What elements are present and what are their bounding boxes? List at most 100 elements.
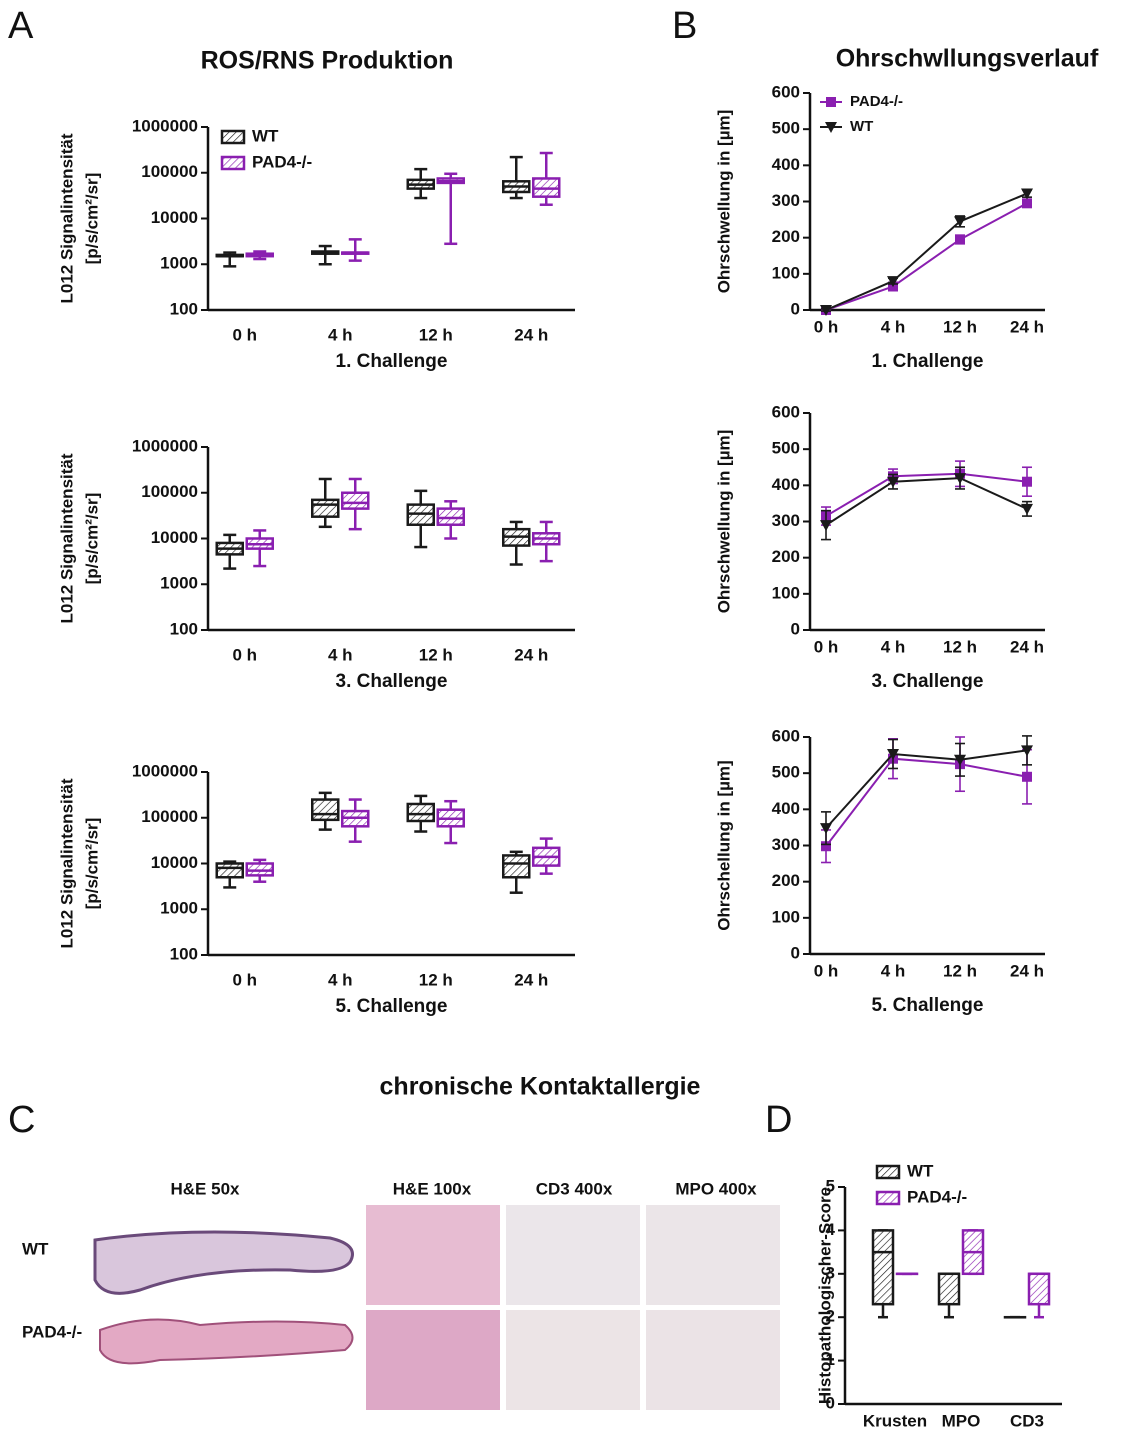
y-axis-label: Ohrschwellung in [µm] [714,110,733,294]
x-tick-label: CD3 [1010,1411,1044,1430]
page: A B C D chronische Kontaktallergie H&E 5… [0,0,1125,1432]
marker [1021,504,1033,515]
y-tick-label: 100000 [141,162,198,181]
marker [1022,772,1032,782]
y-axis-label: Histopathologischer-Score [815,1187,834,1404]
y-tick-label: 100 [170,299,198,318]
x-axis-label: 5. Challenge [336,996,448,1017]
y-tick-label: 0 [791,299,800,318]
y-tick-label: 10000 [151,853,198,872]
y-tick-label: 10000 [151,208,198,227]
x-tick-label: 12 h [943,961,977,980]
legend-label: WT [252,126,279,145]
marker [1022,198,1032,208]
series-line [826,478,1027,525]
x-tick-label: 0 h [232,645,257,664]
y-axis-label: Ohrschwellung in [µm] [714,430,733,614]
y-tick-label: 100 [772,583,800,602]
y-tick-label: 1000000 [132,116,198,135]
legend-label: PAD4-/- [907,1187,967,1206]
x-tick-label: 24 h [514,970,548,989]
column-label: MPO 400x [675,1179,757,1198]
micrograph [366,1205,500,1305]
y-tick-label: 300 [772,835,800,854]
x-tick-label: 4 h [328,645,353,664]
figure: A B C D chronische Kontaktallergie H&E 5… [0,0,1125,1432]
panel-label: A [8,5,34,47]
y-tick-label: 1000 [160,574,198,593]
x-tick-label: 4 h [881,961,906,980]
section-title: chronische Kontaktallergie [380,1073,701,1101]
y-tick-label: 100 [170,619,198,638]
legend-swatch [222,131,244,143]
box [342,493,368,509]
x-tick-label: 0 h [232,970,257,989]
micrograph [646,1205,780,1305]
x-tick-label: 4 h [881,317,906,336]
y-axis-label: [p/s/cm²/sr] [82,493,101,585]
column-label: CD3 400x [536,1179,613,1198]
x-tick-label: 0 h [814,637,839,656]
box [503,855,529,877]
y-axis-label: L012 Signalintensität [57,133,76,303]
x-tick-label: 4 h [328,325,353,344]
y-tick-label: 400 [772,155,800,174]
series-line [826,203,1027,310]
y-tick-label: 100 [772,263,800,282]
box [312,500,338,517]
y-tick-label: 400 [772,799,800,818]
y-tick-label: 100000 [141,482,198,501]
legend-swatch [877,1192,899,1204]
y-tick-label: 500 [772,439,800,458]
micrograph [646,1310,780,1410]
y-tick-label: 600 [772,402,800,421]
y-tick-label: 1000 [160,254,198,273]
series-line [826,759,1027,847]
x-tick-label: 4 h [328,970,353,989]
row-label: WT [22,1239,49,1258]
y-tick-label: 10000 [151,528,198,547]
y-tick-label: 500 [772,119,800,138]
x-axis-label: 1. Challenge [872,351,984,372]
marker [820,823,832,834]
y-tick-label: 600 [772,82,800,101]
box [408,804,434,821]
marker [955,234,965,244]
column-label: H&E 50x [171,1179,241,1198]
tissue-section [100,1320,353,1364]
box [312,800,338,820]
y-tick-label: 100 [772,907,800,926]
x-tick-label: 12 h [943,637,977,656]
x-tick-label: Krusten [863,1411,927,1430]
panel-label: C [8,1099,35,1141]
x-tick-label: 0 h [814,317,839,336]
y-axis-label: [p/s/cm²/sr] [82,818,101,910]
x-axis-label: 3. Challenge [872,671,984,692]
y-axis-label: L012 Signalintensität [57,778,76,948]
x-tick-label: 0 h [814,961,839,980]
legend-label: PAD4-/- [252,152,312,171]
y-tick-label: 300 [772,191,800,210]
y-tick-label: 300 [772,511,800,530]
x-axis-label: 1. Challenge [336,351,448,372]
x-tick-label: 24 h [514,325,548,344]
y-axis-label: [p/s/cm²/sr] [82,173,101,265]
box [939,1274,959,1304]
x-tick-label: 4 h [881,637,906,656]
legend-marker [826,97,836,107]
legend-label: WT [850,118,873,135]
x-tick-label: 12 h [419,325,453,344]
series-line [826,194,1027,310]
x-axis-label: 3. Challenge [336,671,448,692]
legend-swatch [222,157,244,169]
y-tick-label: 0 [791,619,800,638]
micrograph [506,1205,640,1305]
chart-title: ROS/RNS Produktion [201,47,454,75]
tissue-images [95,1205,780,1410]
x-tick-label: 12 h [419,645,453,664]
y-axis-label: L012 Signalintensität [57,453,76,623]
y-tick-label: 100 [170,944,198,963]
panel-label: D [765,1099,792,1141]
chart-title: Ohrschwllungsverlauf [836,45,1099,73]
marker [1022,477,1032,487]
